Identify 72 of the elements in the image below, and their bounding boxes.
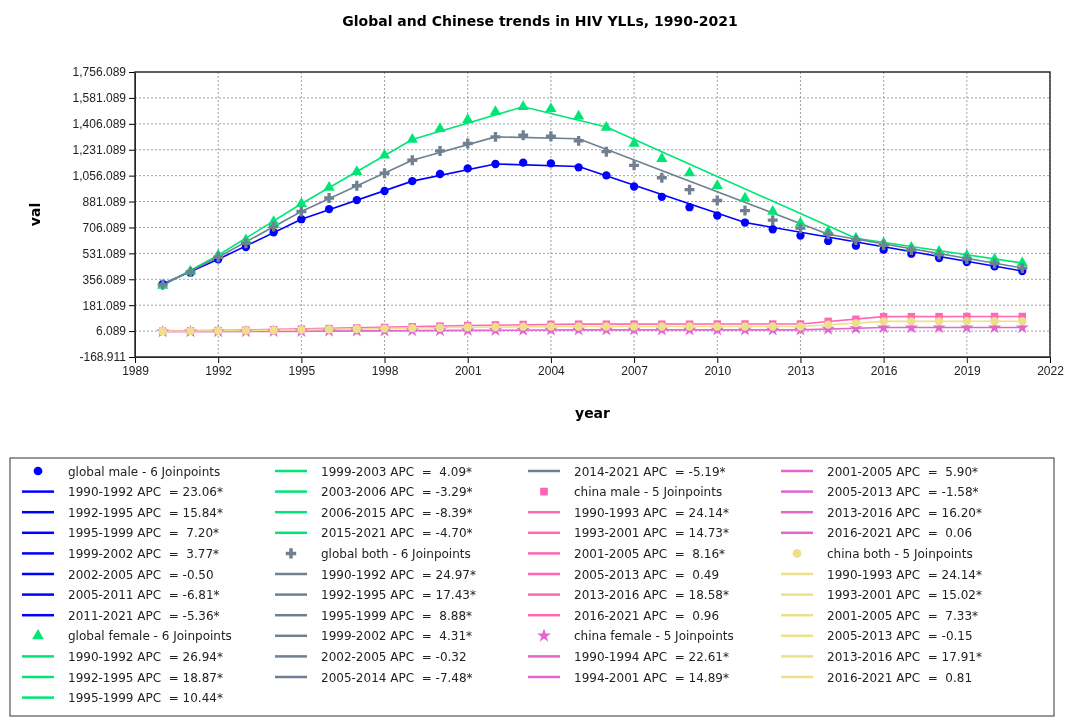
- legend-label: 2011-2021 APC = -5.36*: [68, 608, 220, 623]
- legend-label: 2013-2016 APC = 18.58*: [574, 588, 729, 603]
- x-tick-label: 2004: [538, 363, 566, 378]
- x-tick-label: 1998: [371, 363, 399, 378]
- legend-label: global both - 6 Joinpoints: [321, 546, 471, 561]
- legend-label: 1990-1994 APC = 22.61*: [574, 649, 729, 664]
- y-tick-label: 181.089: [82, 298, 127, 313]
- legend-label: 2002-2005 APC = -0.32: [321, 649, 467, 664]
- y-tick-label: 1,231.089: [72, 143, 127, 158]
- legend-label: 1990-1992 APC = 24.97*: [321, 567, 476, 582]
- x-axis-title: year: [575, 405, 611, 421]
- legend-label: china both - 5 Joinpoints: [827, 546, 973, 561]
- legend-label: 2013-2016 APC = 17.91*: [827, 649, 982, 664]
- legend-label: 2013-2016 APC = 16.20*: [827, 505, 982, 520]
- legend-label: china female - 5 Joinpoints: [574, 629, 734, 644]
- legend-label: 1990-1992 APC = 23.06*: [68, 485, 223, 500]
- legend-label: 1990-1993 APC = 24.14*: [574, 505, 729, 520]
- legend-label: 1990-1992 APC = 26.94*: [68, 649, 223, 664]
- legend-label: 1995-1999 APC = 10.44*: [68, 691, 223, 706]
- legend-label: 2001-2005 APC = 5.90*: [827, 464, 979, 479]
- y-axis-title: val: [27, 202, 43, 227]
- legend-label: 2016-2021 APC = 0.96: [574, 608, 720, 623]
- legend-label: 1995-1999 APC = 8.88*: [321, 608, 473, 623]
- y-tick-label: 1,756.089: [72, 65, 127, 80]
- legend-label: 1999-2002 APC = 3.77*: [68, 546, 220, 561]
- y-tick-label: 6.089: [95, 324, 127, 339]
- legend-label: 2006-2015 APC = -8.39*: [321, 505, 473, 520]
- x-tick-label: 1992: [205, 363, 233, 378]
- legend-label: 1990-1993 APC = 24.14*: [827, 567, 982, 582]
- y-tick-label: 356.089: [82, 272, 127, 287]
- x-tick-label: 2013: [787, 363, 815, 378]
- legend-label: 1999-2003 APC = 4.09*: [321, 464, 473, 479]
- x-tick-label: 2010: [704, 363, 732, 378]
- y-tick-label: 706.089: [82, 220, 127, 235]
- legend-label: 1992-1995 APC = 17.43*: [321, 588, 476, 603]
- y-tick-label: 531.089: [82, 246, 127, 261]
- legend-label: 1992-1995 APC = 18.87*: [68, 670, 223, 685]
- legend-label: 2016-2021 APC = 0.81: [827, 670, 973, 685]
- legend-label: 2005-2011 APC = -6.81*: [68, 588, 220, 603]
- x-tick-label: 1995: [288, 363, 316, 378]
- y-tick-label: 1,581.089: [72, 91, 127, 106]
- legend-label: 2001-2005 APC = 8.16*: [574, 546, 726, 561]
- x-tick-label: 2019: [953, 363, 981, 378]
- legend-label: 2005-2013 APC = -0.15: [827, 629, 973, 644]
- x-tick-label: 1989: [122, 363, 150, 378]
- x-tick-label: 2001: [454, 363, 482, 378]
- legend-label: 1992-1995 APC = 15.84*: [68, 505, 223, 520]
- legend-label: 2005-2014 APC = -7.48*: [321, 670, 473, 685]
- y-tick-label: 1,056.089: [72, 168, 127, 183]
- y-tick-label: 1,406.089: [72, 117, 127, 132]
- legend-label: 1993-2001 APC = 14.73*: [574, 526, 729, 541]
- legend-label: 2016-2021 APC = 0.06: [827, 526, 973, 541]
- legend-label: 2005-2013 APC = -1.58*: [827, 485, 979, 500]
- chart-title: Global and Chinese trends in HIV YLLs, 1990-2021: [342, 13, 738, 29]
- legend-label: china male - 5 Joinpoints: [574, 485, 723, 500]
- legend-label: 2003-2006 APC = -3.29*: [321, 485, 473, 500]
- y-tick-label: 881.089: [82, 194, 127, 209]
- legend-label: 1993-2001 APC = 15.02*: [827, 588, 982, 603]
- legend-label: 1999-2002 APC = 4.31*: [321, 629, 473, 644]
- x-tick-label: 2022: [1037, 363, 1065, 378]
- legend-label: 2015-2021 APC = -4.70*: [321, 526, 473, 541]
- legend-label: 2014-2021 APC = -5.19*: [574, 464, 726, 479]
- y-tick-label: -168.911: [79, 350, 127, 365]
- legend-label: 2002-2005 APC = -0.50: [68, 567, 214, 582]
- legend-label: 2001-2005 APC = 7.33*: [827, 608, 979, 623]
- legend-label: 1995-1999 APC = 7.20*: [68, 526, 220, 541]
- legend-label: global male - 6 Joinpoints: [68, 464, 221, 479]
- x-tick-label: 2016: [870, 363, 898, 378]
- legend-label: 2005-2013 APC = 0.49: [574, 567, 720, 582]
- legend-label: global female - 6 Joinpoints: [68, 629, 232, 644]
- x-tick-label: 2007: [621, 363, 649, 378]
- legend-label: 1994-2001 APC = 14.89*: [574, 670, 729, 685]
